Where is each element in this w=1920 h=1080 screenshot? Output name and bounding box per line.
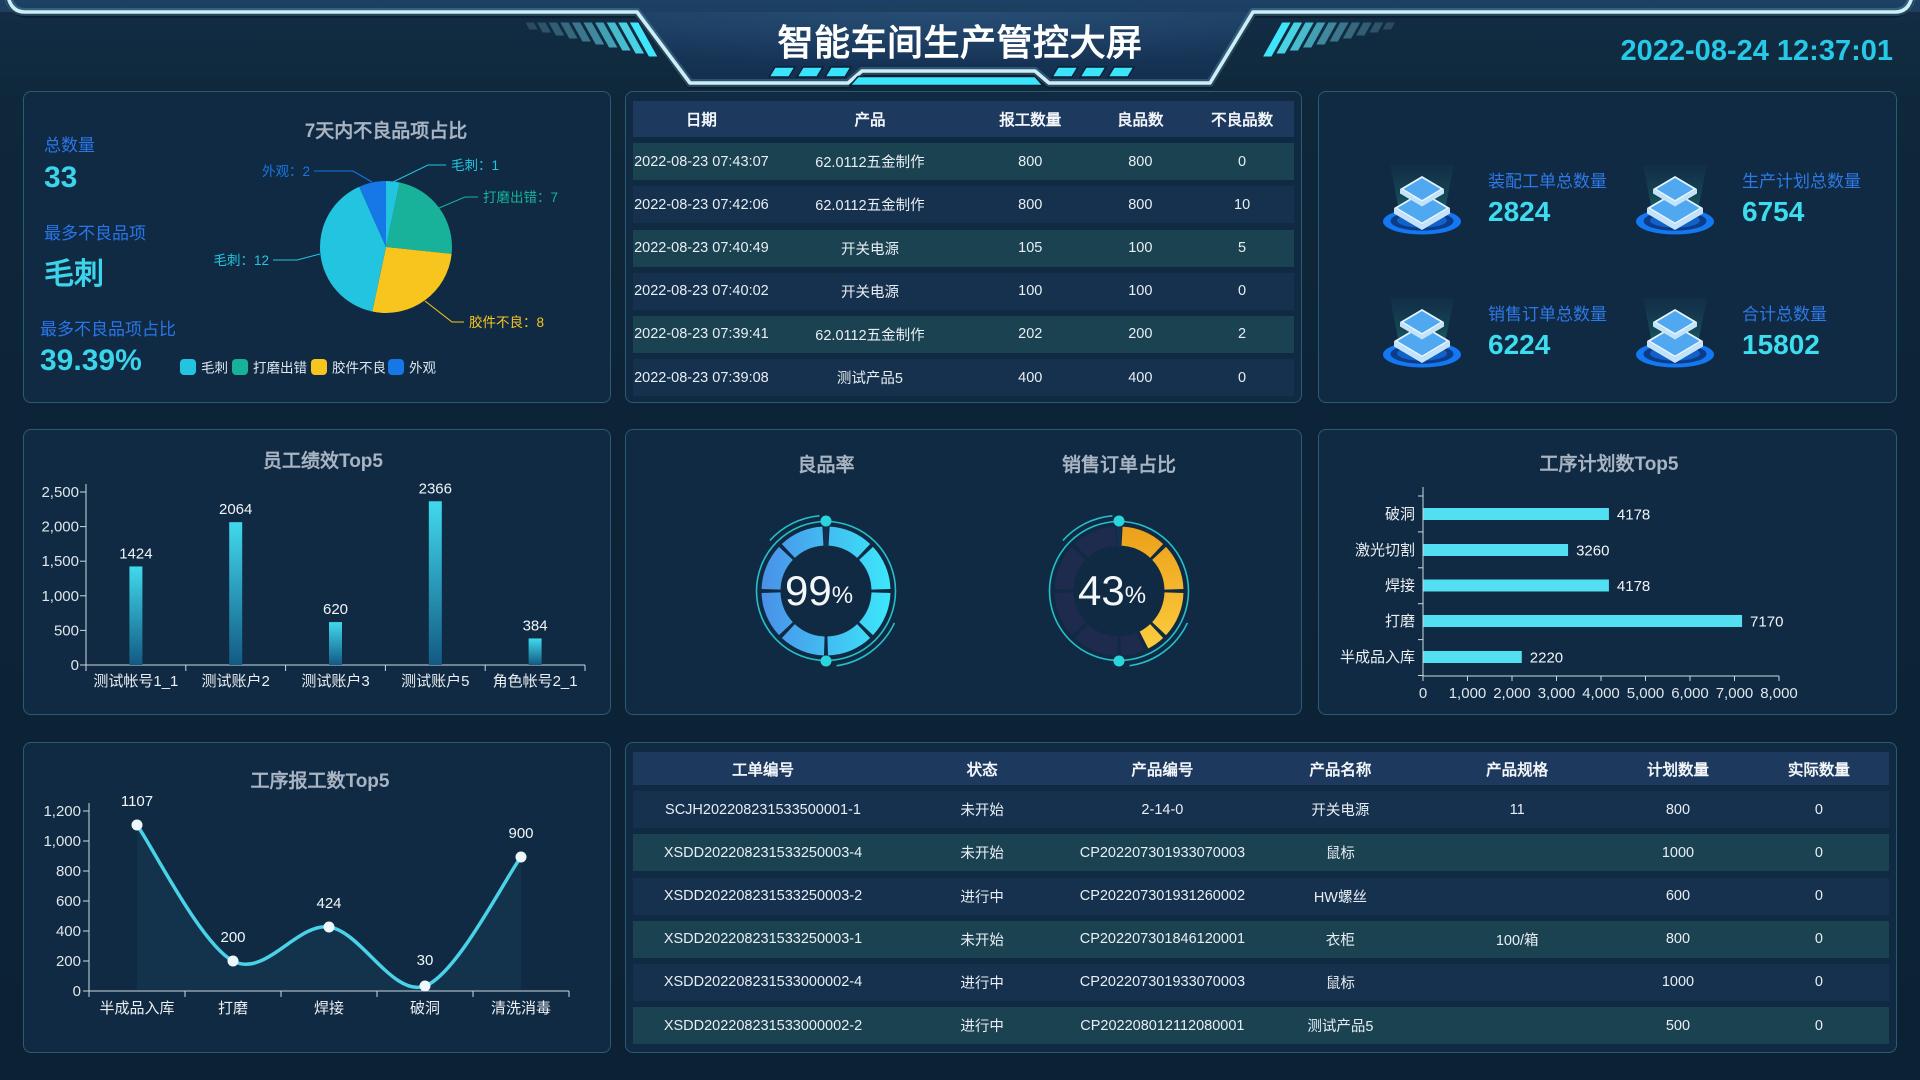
- svg-text:0: 0: [73, 983, 81, 1000]
- svg-text:4178: 4178: [1617, 507, 1650, 524]
- svg-text:2,000: 2,000: [41, 519, 79, 536]
- svg-text:良品率: 良品率: [797, 453, 854, 476]
- svg-text:测试账户2: 测试账户2: [202, 673, 270, 690]
- svg-text:智能车间生产管控大屏: 智能车间生产管控大屏: [777, 22, 1142, 63]
- svg-text:3,000: 3,000: [1538, 685, 1576, 702]
- svg-text:30: 30: [417, 952, 434, 969]
- svg-text:外观：2: 外观：2: [262, 164, 310, 179]
- svg-text:400: 400: [56, 923, 81, 940]
- svg-text:6,000: 6,000: [1671, 685, 1709, 702]
- svg-text:半成品入库: 半成品入库: [1340, 649, 1415, 666]
- svg-text:384: 384: [523, 617, 548, 634]
- svg-text:424: 424: [316, 895, 341, 912]
- svg-text:打磨: 打磨: [1385, 613, 1415, 630]
- svg-text:外观: 外观: [409, 361, 436, 376]
- svg-text:2,500: 2,500: [41, 484, 79, 501]
- svg-text:工序计划数Top5: 工序计划数Top5: [1540, 452, 1679, 475]
- svg-text:7,000: 7,000: [1716, 685, 1754, 702]
- svg-text:200: 200: [220, 929, 245, 946]
- svg-text:7天内不良品项占比: 7天内不良品项占比: [305, 119, 468, 142]
- svg-text:4178: 4178: [1617, 578, 1650, 595]
- svg-text:毛刺: 毛刺: [201, 361, 228, 376]
- svg-text:打磨: 打磨: [218, 1000, 248, 1017]
- svg-text:620: 620: [323, 601, 348, 618]
- svg-text:800: 800: [56, 863, 81, 880]
- svg-text:破洞: 破洞: [1385, 506, 1415, 523]
- svg-text:焊接: 焊接: [1385, 578, 1415, 595]
- svg-text:1424: 1424: [119, 545, 152, 562]
- svg-text:7170: 7170: [1750, 614, 1783, 631]
- svg-text:焊接: 焊接: [314, 1000, 344, 1017]
- svg-text:打磨出错: 打磨出错: [253, 360, 307, 376]
- svg-text:角色帐号2_1: 角色帐号2_1: [493, 673, 578, 690]
- svg-text:0: 0: [71, 657, 79, 674]
- svg-text:1,500: 1,500: [41, 553, 79, 570]
- svg-text:2,000: 2,000: [1493, 685, 1531, 702]
- svg-text:测试账户5: 测试账户5: [401, 673, 469, 690]
- svg-text:2366: 2366: [419, 480, 452, 497]
- svg-text:工序报工数Top5: 工序报工数Top5: [251, 769, 390, 792]
- svg-text:99%: 99%: [785, 567, 853, 614]
- svg-text:半成品入库: 半成品入库: [99, 1000, 174, 1017]
- svg-text:测试账户3: 测试账户3: [301, 673, 369, 690]
- svg-text:200: 200: [56, 953, 81, 970]
- svg-text:打磨出错：7: 打磨出错：7: [483, 189, 558, 205]
- svg-text:激光切割: 激光切割: [1355, 542, 1415, 559]
- svg-text:4,000: 4,000: [1582, 685, 1620, 702]
- svg-text:胶件不良：8: 胶件不良：8: [469, 314, 544, 330]
- svg-text:5,000: 5,000: [1627, 685, 1665, 702]
- svg-text:1,000: 1,000: [1449, 685, 1487, 702]
- svg-text:600: 600: [56, 893, 81, 910]
- svg-text:1,000: 1,000: [41, 588, 79, 605]
- svg-text:测试帐号1_1: 测试帐号1_1: [93, 673, 178, 690]
- svg-text:1,200: 1,200: [43, 803, 81, 820]
- svg-text:2064: 2064: [219, 501, 252, 518]
- svg-text:500: 500: [54, 622, 79, 639]
- svg-text:毛刺：1: 毛刺：1: [451, 158, 499, 173]
- svg-text:8,000: 8,000: [1760, 685, 1798, 702]
- svg-text:2220: 2220: [1530, 650, 1563, 667]
- svg-text:胶件不良: 胶件不良: [332, 360, 386, 376]
- svg-text:清洗消毒: 清洗消毒: [491, 1000, 551, 1017]
- svg-text:900: 900: [508, 825, 533, 842]
- svg-text:43%: 43%: [1078, 567, 1146, 614]
- svg-text:毛刺：12: 毛刺：12: [213, 253, 269, 268]
- svg-text:员工绩效Top5: 员工绩效Top5: [263, 449, 383, 472]
- svg-text:3260: 3260: [1576, 543, 1609, 560]
- svg-text:1107: 1107: [121, 793, 153, 810]
- svg-text:1,000: 1,000: [43, 833, 81, 850]
- svg-text:破洞: 破洞: [410, 1000, 440, 1017]
- svg-text:0: 0: [1419, 685, 1427, 702]
- svg-text:销售订单占比: 销售订单占比: [1062, 453, 1176, 476]
